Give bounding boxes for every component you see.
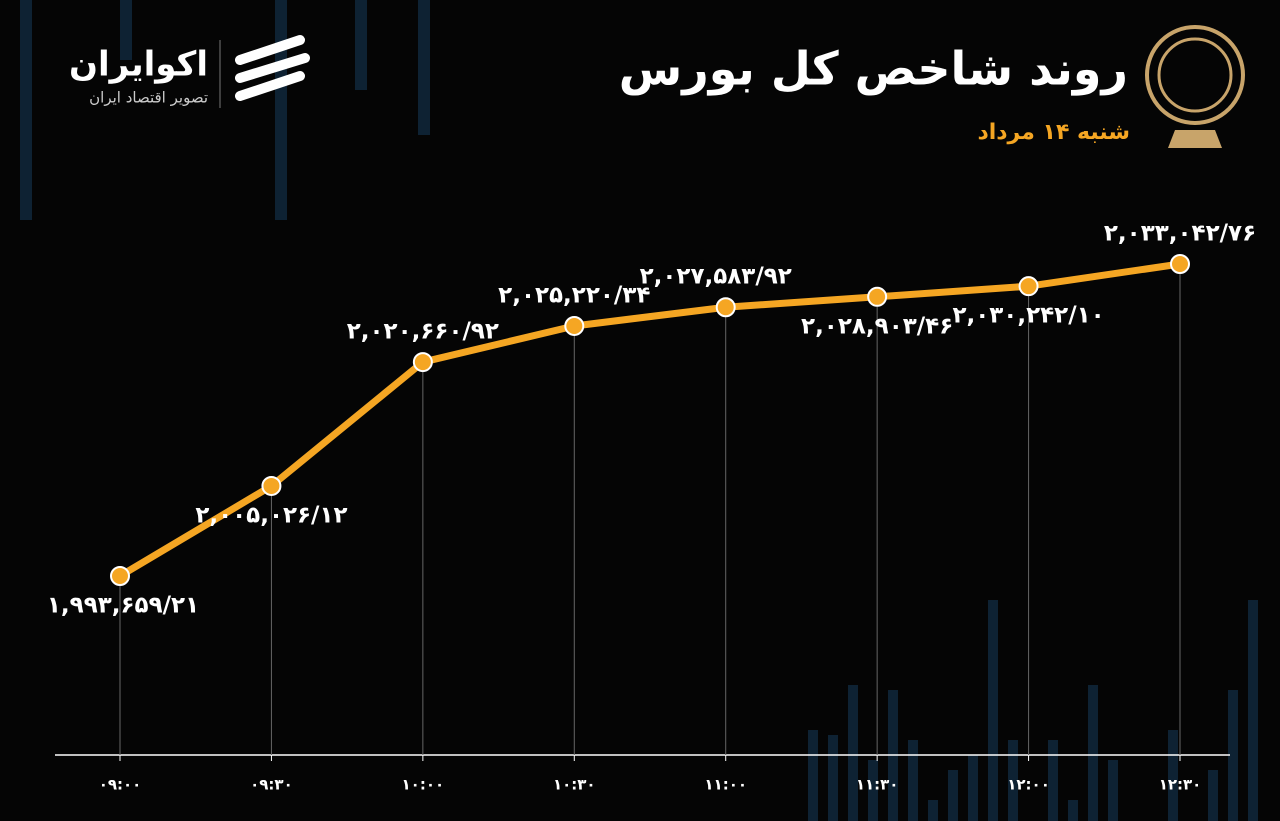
- data-point: [412, 352, 433, 373]
- x-tick-label: ۱۱:۳۰: [856, 776, 899, 794]
- emblem: [1145, 25, 1245, 148]
- brand-tagline: تصویر اقتصاد ایران: [89, 89, 208, 107]
- value-label: ۲,۰۳۰,۲۴۲/۱۰: [952, 303, 1104, 329]
- data-point: [867, 286, 888, 307]
- value-label: ۲,۰۳۳,۰۴۲/۷۶: [1104, 221, 1256, 247]
- x-tick-label: ۱۲:۰۰: [1007, 776, 1050, 794]
- value-label: ۱,۹۹۳,۶۵۹/۲۱: [47, 593, 199, 619]
- chart-subtitle: شنبه ۱۴ مرداد: [977, 120, 1130, 145]
- data-point: [110, 566, 130, 586]
- data-point: [261, 475, 282, 496]
- data-point: [1018, 276, 1039, 297]
- value-label: ۲,۰۲۷,۵۸۳/۹۲: [640, 264, 792, 290]
- value-label: ۲,۰۲۸,۹۰۳/۴۶: [801, 313, 953, 339]
- x-tick-label: ۱۱:۰۰: [704, 776, 747, 794]
- value-label: ۲,۰۲۰,۶۶۰/۹۲: [347, 319, 499, 345]
- chart-title: روند شاخص کل بورس: [619, 42, 1128, 96]
- x-tick-label: ۱۰:۰۰: [402, 776, 445, 794]
- brand-logo: [219, 35, 310, 108]
- x-tick-label: ۰۹:۰۰: [99, 776, 142, 794]
- data-point: [564, 315, 585, 336]
- data-point: [715, 297, 736, 318]
- x-tick-label: ۱۲:۳۰: [1159, 776, 1202, 794]
- x-tick-label: ۱۰:۳۰: [553, 776, 596, 794]
- brand-name: اکوایران: [69, 45, 208, 85]
- x-tick-label: ۰۹:۳۰: [250, 776, 293, 794]
- data-point: [1170, 254, 1190, 274]
- value-label: ۲,۰۰۵,۰۲۶/۱۲: [195, 502, 347, 528]
- value-label: ۲,۰۲۵,۲۲۰/۳۴: [498, 282, 650, 308]
- data-line: [118, 260, 1181, 580]
